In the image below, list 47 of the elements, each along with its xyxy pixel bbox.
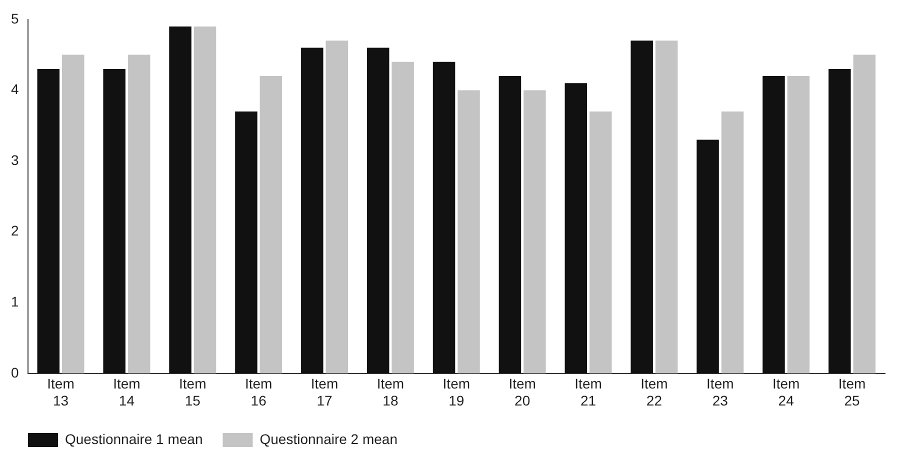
bar	[169, 26, 192, 374]
x-tick-label: Item 22	[640, 376, 668, 408]
y-tick-label: 0	[10, 364, 19, 380]
x-tick-label: Item 24	[772, 376, 800, 408]
x-tick-label: Item 23	[706, 376, 734, 408]
bar	[762, 76, 785, 374]
x-tick-label: Item 18	[376, 376, 404, 408]
bar	[392, 62, 414, 374]
bar	[498, 76, 522, 374]
legend-label: Questionnaire 2 mean	[260, 430, 398, 447]
bar	[326, 40, 348, 374]
bar	[301, 48, 324, 374]
bar	[235, 111, 258, 374]
bar	[62, 54, 84, 374]
x-tick-label: Item 16	[244, 376, 272, 408]
y-tick-label: 1	[10, 293, 19, 310]
y-tick-label: 2	[10, 222, 19, 239]
x-tick-label: Item 17	[310, 376, 338, 408]
y-tick-label: 5	[10, 10, 19, 26]
bar	[853, 54, 876, 374]
bar	[655, 40, 678, 374]
bar	[432, 62, 456, 374]
bar	[524, 90, 546, 374]
bar	[194, 26, 216, 374]
bar	[458, 90, 480, 374]
x-tick-label: Item 21	[574, 376, 602, 408]
x-tick-label: Item 25	[838, 376, 866, 408]
bar	[590, 111, 612, 374]
bar	[721, 111, 744, 374]
x-tick-label: Item 15	[179, 376, 206, 408]
x-tick-label: Item 13	[47, 376, 74, 408]
bar	[103, 68, 126, 374]
x-tick-label: Item 19	[442, 376, 470, 408]
x-tick-label: Item 20	[508, 376, 536, 408]
bar	[564, 83, 588, 374]
bar	[630, 40, 653, 374]
x-tick-label: Item 14	[113, 376, 140, 408]
bar	[37, 68, 60, 374]
legend-label: Questionnaire 1 mean	[65, 430, 203, 447]
bar	[787, 76, 810, 374]
bar	[260, 76, 282, 374]
bar	[128, 54, 150, 374]
bar	[828, 68, 851, 374]
y-tick-label: 4	[10, 81, 19, 98]
bar	[696, 140, 719, 374]
y-tick-label: 3	[10, 152, 19, 168]
bar	[366, 48, 390, 374]
